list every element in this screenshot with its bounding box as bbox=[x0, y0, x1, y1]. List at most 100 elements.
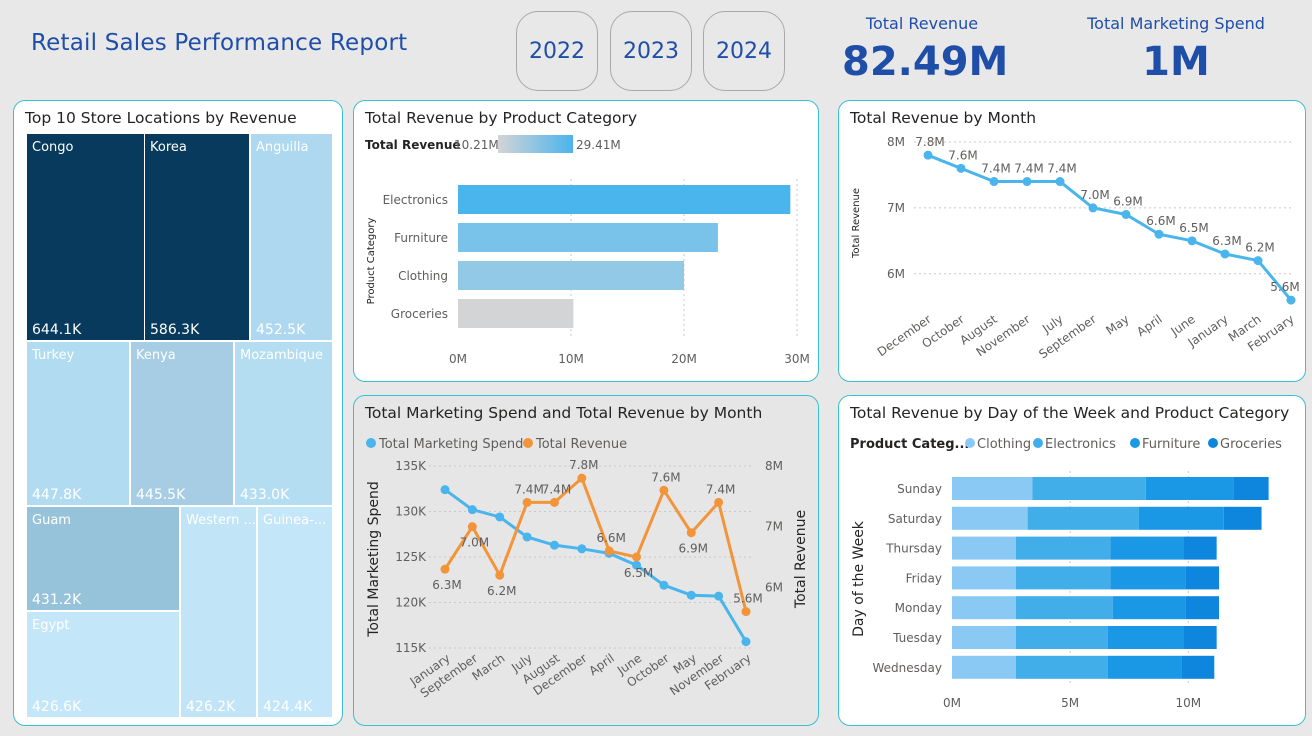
revenue-point[interactable] bbox=[714, 497, 724, 507]
treemap-cell-value: 586.3K bbox=[150, 322, 200, 338]
marketing-point[interactable] bbox=[714, 591, 724, 601]
marketing-point[interactable] bbox=[577, 544, 587, 554]
data-point[interactable] bbox=[1154, 229, 1164, 239]
stacked-bar-segment[interactable] bbox=[1223, 506, 1262, 530]
treemap-cell[interactable]: Egypt 426.6K bbox=[26, 611, 180, 718]
marketing-point[interactable] bbox=[741, 637, 751, 647]
stacked-bar-segment[interactable] bbox=[1183, 626, 1217, 649]
legend-item[interactable]: Total Marketing Spend bbox=[378, 437, 523, 452]
data-point[interactable] bbox=[1286, 295, 1296, 305]
category-bar[interactable] bbox=[458, 299, 574, 328]
stacked-bar-segment[interactable] bbox=[1015, 596, 1113, 620]
legend-item[interactable]: Furniture bbox=[1142, 437, 1200, 452]
legend-item[interactable]: Groceries bbox=[1220, 437, 1282, 452]
stacked-bar-segment[interactable] bbox=[952, 477, 1033, 500]
revenue-point[interactable] bbox=[659, 485, 669, 495]
marketing-point[interactable] bbox=[632, 560, 642, 570]
marketing-point[interactable] bbox=[686, 590, 696, 600]
data-point[interactable] bbox=[1220, 249, 1230, 259]
y-axis-title: Day of the Week bbox=[851, 520, 867, 637]
stacked-bar-segment[interactable] bbox=[1015, 655, 1108, 679]
year-button-2023[interactable]: 2023 bbox=[610, 11, 692, 91]
year-button-2022[interactable]: 2022 bbox=[516, 11, 598, 91]
marketing-point[interactable] bbox=[495, 512, 505, 522]
marketing-point[interactable] bbox=[522, 532, 532, 542]
revenue-by-weekday-card[interactable]: Total Revenue by Day of the Week and Pro… bbox=[838, 395, 1306, 726]
marketing-point[interactable] bbox=[440, 485, 450, 495]
treemap-cell[interactable]: Turkey 447.8K bbox=[26, 341, 130, 506]
revenue-by-month-card[interactable]: Total Revenue by Month 8M 7M 6M Total Reven… bbox=[838, 100, 1306, 382]
data-point[interactable] bbox=[956, 163, 966, 173]
revenue-point[interactable] bbox=[495, 570, 505, 580]
treemap-cell[interactable]: Korea 586.3K bbox=[144, 133, 250, 341]
revenue-line[interactable] bbox=[927, 153, 1293, 302]
stacked-bar-segment[interactable] bbox=[1112, 596, 1186, 620]
revenue-point[interactable] bbox=[632, 552, 642, 562]
stacked-bar-segment[interactable] bbox=[1107, 626, 1184, 649]
data-label: 7.4M bbox=[1014, 162, 1043, 176]
card-title: Top 10 Store Locations by Revenue bbox=[25, 109, 297, 127]
data-label: 7.4M bbox=[514, 482, 543, 496]
x-tick-label: 10M bbox=[1175, 696, 1201, 710]
stacked-bar-segment[interactable] bbox=[1183, 536, 1217, 560]
legend-item[interactable]: Electronics bbox=[1045, 437, 1116, 452]
revenue-point[interactable] bbox=[549, 497, 559, 507]
treemap-cell[interactable]: Congo 644.1K bbox=[26, 133, 154, 341]
stacked-bar-segment[interactable] bbox=[1032, 477, 1146, 500]
revenue-point[interactable] bbox=[686, 528, 696, 538]
stacked-bar-segment[interactable] bbox=[1185, 596, 1220, 620]
category-bar[interactable] bbox=[458, 261, 684, 290]
stacked-bar-segment[interactable] bbox=[1138, 506, 1224, 530]
legend-item[interactable]: Total Revenue bbox=[535, 437, 627, 452]
marketing-point[interactable] bbox=[659, 580, 669, 590]
stacked-bar-segment[interactable] bbox=[1015, 626, 1108, 649]
marketing-point[interactable] bbox=[467, 505, 477, 515]
revenue-point[interactable] bbox=[440, 564, 450, 574]
data-point[interactable] bbox=[1187, 236, 1197, 246]
data-point[interactable] bbox=[1253, 256, 1263, 266]
stacked-bar-segment[interactable] bbox=[952, 626, 1016, 649]
revenue-point[interactable] bbox=[577, 473, 587, 483]
stacked-bar-segment[interactable] bbox=[1015, 536, 1111, 560]
stacked-bar-segment[interactable] bbox=[1233, 477, 1269, 500]
stacked-bar-segment[interactable] bbox=[1107, 655, 1182, 679]
stacked-bar-segment[interactable] bbox=[1027, 506, 1139, 530]
marketing-vs-revenue-card[interactable]: Total Marketing Spend and Total Revenue … bbox=[353, 395, 819, 726]
stacked-bar-segment[interactable] bbox=[952, 596, 1016, 620]
data-point[interactable] bbox=[1055, 177, 1065, 187]
stacked-bar-segment[interactable] bbox=[1110, 566, 1186, 590]
treemap-card[interactable]: Top 10 Store Locations by Revenue Congo 6… bbox=[13, 100, 343, 726]
year-button-2024[interactable]: 2024 bbox=[703, 11, 785, 91]
data-point[interactable] bbox=[1022, 177, 1032, 187]
stacked-bar-segment[interactable] bbox=[1110, 536, 1184, 560]
revenue-point[interactable] bbox=[467, 522, 477, 532]
stacked-bar-segment[interactable] bbox=[952, 506, 1028, 530]
marketing-point[interactable] bbox=[549, 540, 559, 550]
data-point[interactable] bbox=[1121, 209, 1131, 219]
treemap-cell[interactable]: Mozambique 433.0K bbox=[234, 341, 333, 506]
stacked-bar-segment[interactable] bbox=[1181, 655, 1215, 679]
revenue-by-category-card[interactable]: Total Revenue by Product Category Total … bbox=[353, 100, 819, 382]
treemap-cell[interactable]: Anguilla 452.5K bbox=[250, 133, 333, 341]
stacked-bar-segment[interactable] bbox=[1145, 477, 1234, 500]
data-point[interactable] bbox=[923, 150, 933, 160]
revenue-point[interactable] bbox=[522, 497, 532, 507]
treemap-cell[interactable]: Guinea-... 424.4K bbox=[257, 506, 333, 718]
category-bar[interactable] bbox=[458, 185, 791, 214]
category-bar[interactable] bbox=[458, 223, 718, 252]
marketing-spend-line[interactable] bbox=[444, 488, 748, 643]
treemap-cell[interactable]: Guam 431.2K bbox=[26, 506, 180, 611]
data-point[interactable] bbox=[989, 177, 999, 187]
stacked-bar-segment[interactable] bbox=[952, 566, 1016, 590]
treemap-cell[interactable]: Western ... 426.2K bbox=[180, 506, 257, 718]
data-point[interactable] bbox=[1088, 203, 1098, 213]
stacked-bar-segment[interactable] bbox=[952, 536, 1016, 560]
legend-item[interactable]: Clothing bbox=[977, 437, 1031, 452]
stacked-bar-segment[interactable] bbox=[1185, 566, 1220, 590]
revenue-point[interactable] bbox=[741, 607, 751, 617]
stacked-bar-segment[interactable] bbox=[952, 655, 1016, 679]
treemap-cell[interactable]: Kenya 445.5K bbox=[130, 341, 234, 506]
revenue-point[interactable] bbox=[604, 546, 614, 556]
stacked-bar-segment[interactable] bbox=[1015, 566, 1111, 590]
revenue-line[interactable] bbox=[443, 475, 748, 612]
